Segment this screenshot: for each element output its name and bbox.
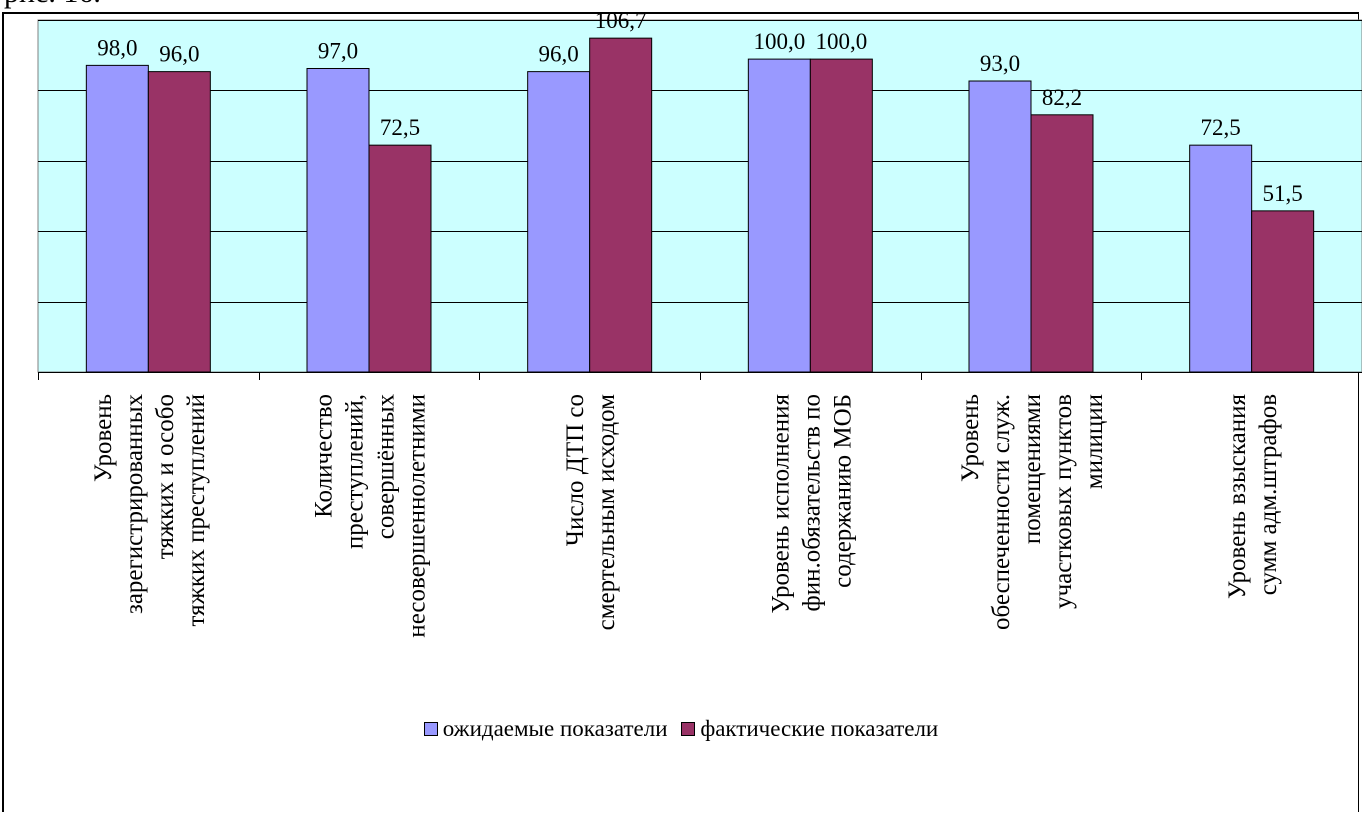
category-label-3-line-1: фин.обязательств по	[798, 394, 825, 611]
data-label-actual-4: 82,2	[1042, 85, 1082, 110]
bar-actual-5	[1251, 210, 1315, 373]
bar-expected-0	[85, 64, 149, 373]
data-label-actual-1: 72,5	[380, 115, 420, 140]
category-label-4-line-0: Уровень	[957, 394, 984, 482]
category-label-1-line-1: преступлений,	[342, 394, 369, 549]
chart-legend: ожидаемые показатели фактические показат…	[0, 716, 1362, 742]
data-label-actual-0: 96,0	[159, 42, 199, 67]
data-label-expected-5: 72,5	[1201, 115, 1241, 140]
category-label-0-line-1: зарегистрированных	[121, 394, 148, 615]
category-label-0-line-0: Уровень	[90, 394, 117, 482]
category-label-0-line-2: тяжких и особо	[152, 394, 179, 559]
data-label-actual-5: 51,5	[1263, 181, 1303, 206]
bar-expected-1	[306, 67, 370, 373]
bar-actual-3	[809, 58, 873, 373]
data-label-expected-2: 96,0	[539, 42, 579, 67]
legend-item-expected: ожидаемые показатели	[423, 716, 668, 742]
bar-expected-5	[1189, 144, 1253, 373]
bar-expected-3	[747, 58, 811, 373]
bar-actual-0	[147, 71, 211, 373]
data-label-expected-0: 98,0	[97, 35, 137, 60]
category-label-3-line-2: содержанию МОБ	[829, 394, 856, 588]
data-label-actual-2: 106,7	[595, 8, 647, 33]
category-label-0-line-3: тяжких преступлений	[183, 394, 210, 627]
category-label-4: Уровень обеспеченности служ. помещениями уч…	[957, 394, 1108, 630]
category-label-3-line-0: Уровень исполнения	[767, 394, 794, 614]
category-label-0: Уровень зарегистрированных тяжких и особо т…	[90, 394, 210, 627]
category-label-2-line-1: смертельным исходом	[593, 394, 620, 631]
category-label-5: Уровень взыскания сумм адм.штрафов	[1224, 394, 1282, 599]
legend-swatch-actual	[681, 722, 696, 736]
data-label-actual-3: 100,0	[815, 29, 867, 54]
legend-item-actual: фактические показатели	[681, 716, 938, 742]
category-label-4-line-1: обеспеченности служ.	[988, 394, 1015, 630]
category-label-1-line-0: Количество	[311, 394, 338, 518]
data-label-expected-3: 100,0	[753, 29, 805, 54]
category-label-1-line-2: совершённых	[373, 394, 400, 540]
legend-swatch-expected	[423, 722, 438, 736]
category-label-4-line-4: милиции	[1081, 394, 1108, 489]
data-label-expected-1: 97,0	[318, 38, 358, 63]
bar-expected-4	[968, 80, 1032, 373]
chart-frame	[2, 12, 1359, 812]
data-label-expected-4: 93,0	[980, 51, 1020, 76]
bar-actual-1	[368, 144, 432, 373]
category-label-2: Число ДТП со смертельным исходом	[562, 394, 620, 631]
legend-label-expected: ожидаемые показатели	[442, 716, 668, 741]
bar-actual-2	[589, 37, 653, 373]
category-label-5-line-0: Уровень взыскания	[1224, 394, 1251, 599]
category-label-2-line-0: Число ДТП со	[562, 394, 589, 546]
category-label-4-line-3: участковых пунктов	[1050, 394, 1077, 609]
category-label-3: Уровень исполнения фин.обязательств по сод…	[767, 394, 856, 614]
bar-actual-4	[1030, 114, 1094, 373]
category-label-4-line-2: помещениями	[1019, 394, 1046, 544]
legend-label-actual: фактические показатели	[700, 716, 939, 741]
bar-expected-2	[527, 71, 591, 373]
category-label-1-line-3: несовершеннолетними	[404, 394, 431, 638]
plot-area	[37, 19, 1362, 373]
category-label-1: Количество преступлений, совершённых несове…	[311, 394, 431, 638]
category-label-5-line-1: сумм адм.штрафов	[1255, 394, 1282, 595]
figure-caption: рис. 16.	[4, 0, 101, 10]
